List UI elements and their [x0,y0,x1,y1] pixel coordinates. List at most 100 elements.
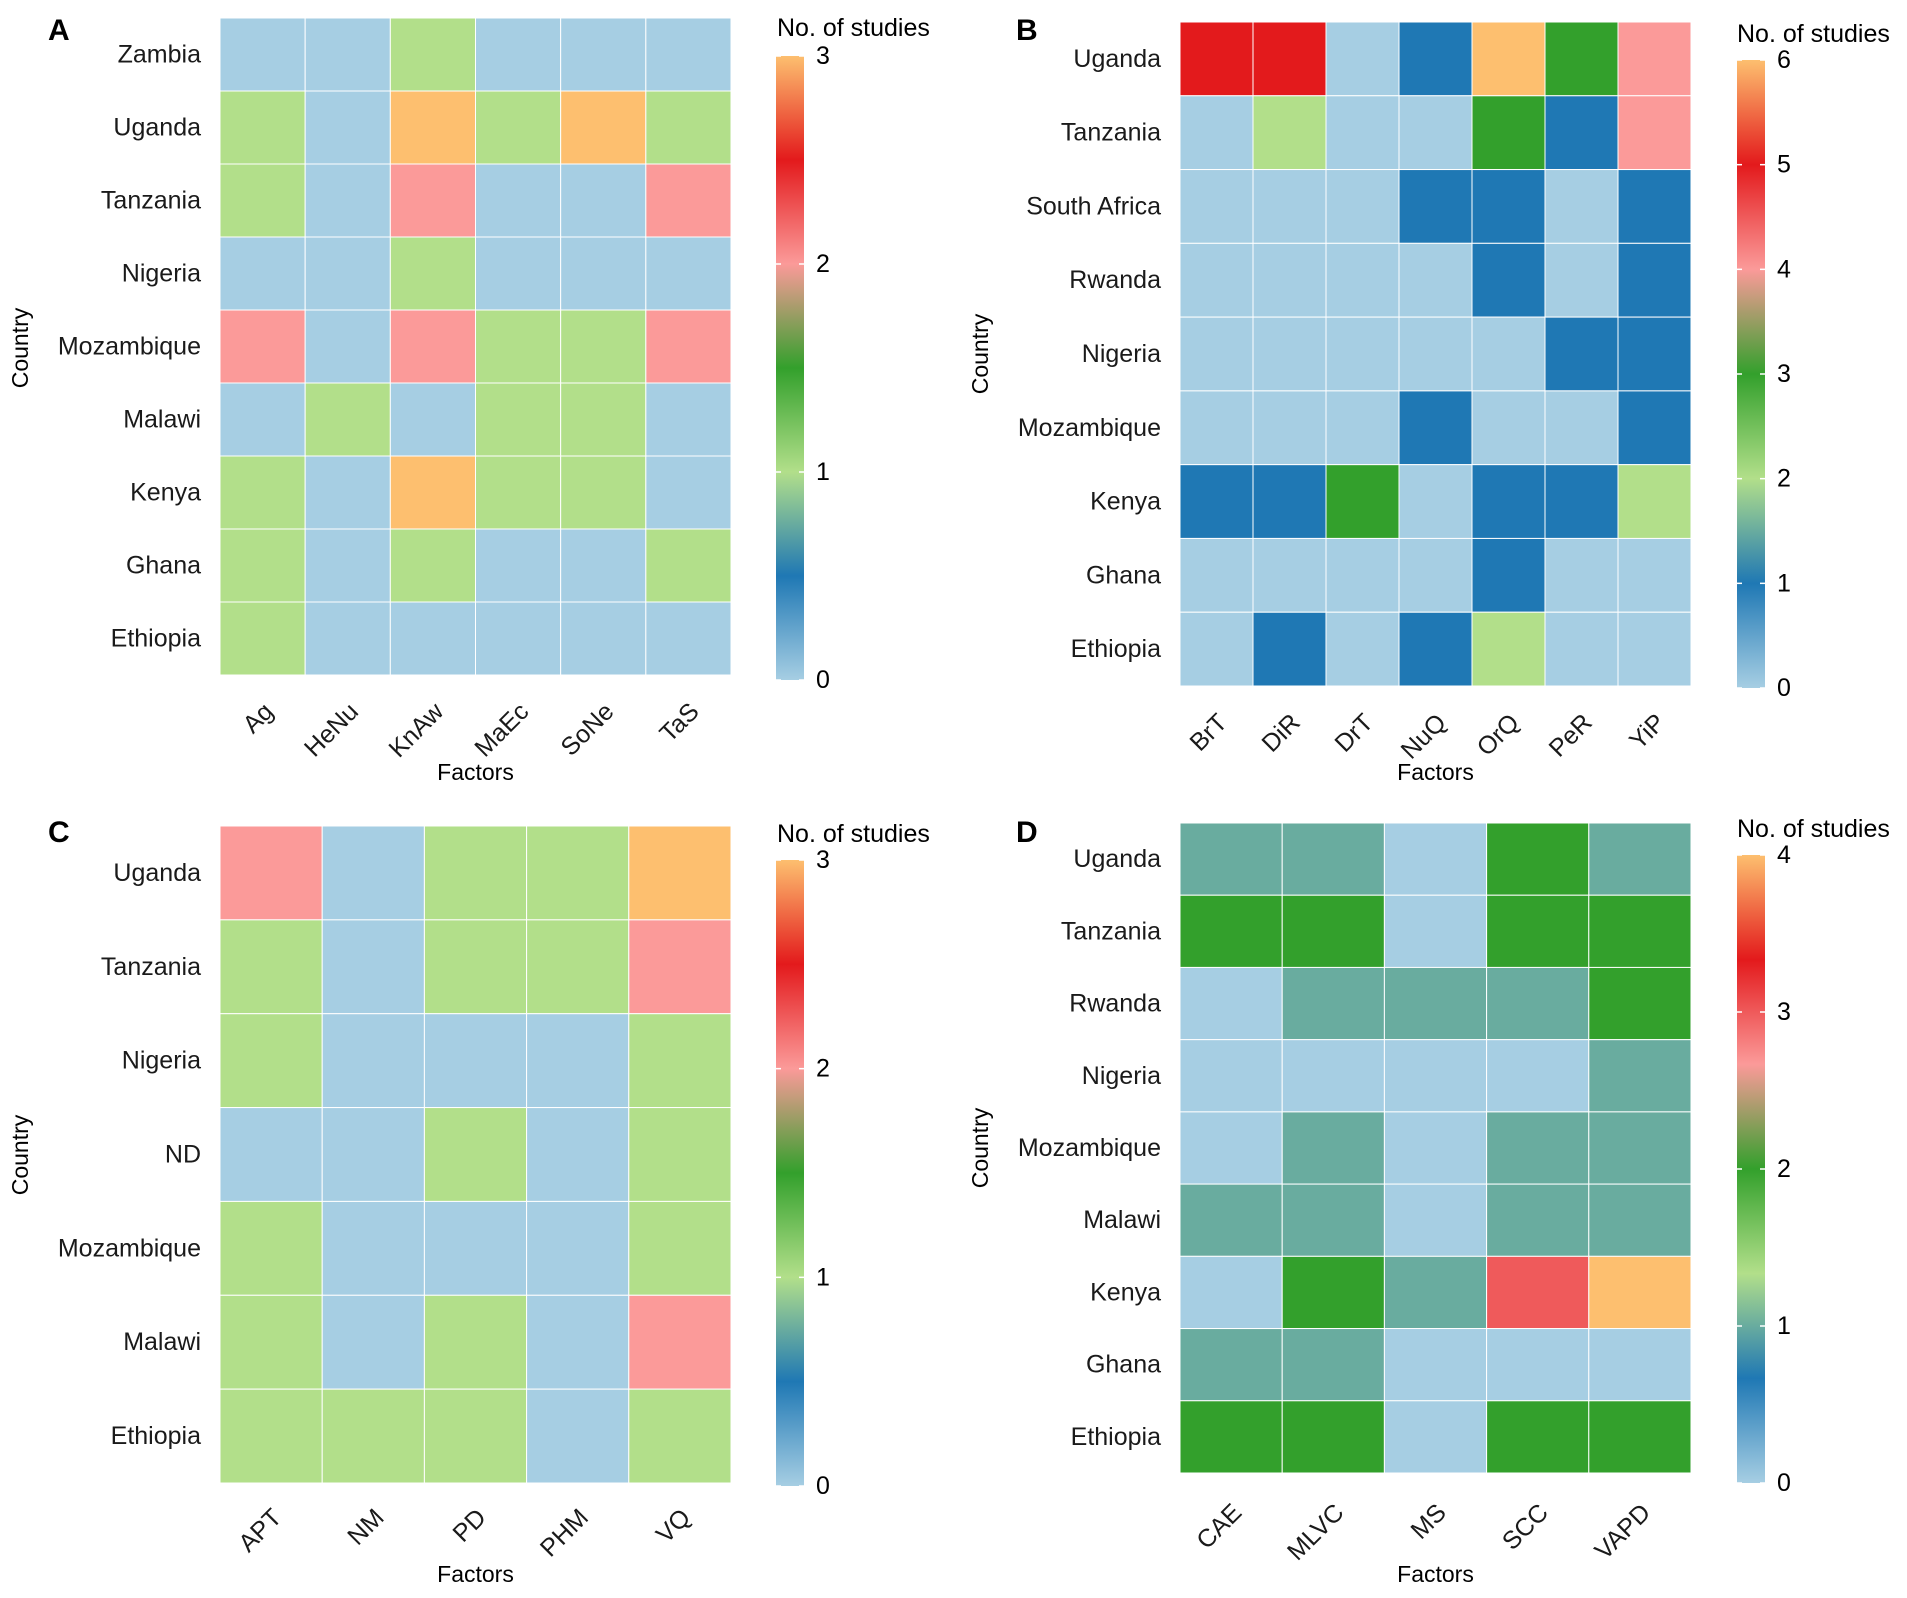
heatmap-cell-c-4-1 [321,1200,425,1296]
heatmap-cell-b-7-1 [1252,537,1327,613]
heatmap-cell-b-8-5 [1544,611,1619,687]
y-tick-label-c-2: Nigeria [122,1047,201,1075]
heatmap-cell-c-3-0 [219,1107,323,1202]
heatmap-cell-b-8-3 [1398,611,1473,687]
heatmap-cell-c-5-0 [219,1294,323,1390]
legend-title-c: No. of studies [777,820,930,848]
heatmap-cell-b-1-5 [1544,95,1619,171]
panel-label-a: A [48,14,70,47]
heatmap-cell-a-2-0 [219,163,306,238]
heatmap-cell-a-0-2 [389,17,477,92]
heatmap-panel-c: C Uganda Tanzania Nigeria ND Mozambique Malawi… [7,816,930,1587]
heatmap-cell-b-5-5 [1544,390,1619,466]
heatmap-cell-d-6-2 [1383,1255,1488,1330]
heatmap-cell-b-6-4 [1471,464,1546,539]
heatmap-cell-b-3-5 [1544,242,1619,318]
heatmap-cell-c-4-0 [219,1200,323,1296]
heatmap-cell-c-6-0 [219,1388,323,1484]
heatmap-cell-d-8-3 [1486,1400,1590,1474]
heatmap-cell-b-0-4 [1471,21,1546,97]
heatmap-cell-d-5-1 [1281,1183,1385,1257]
heatmap-cell-b-0-5 [1544,21,1619,97]
heatmap-cell-d-7-4 [1588,1328,1692,1402]
heatmap-cell-d-8-0 [1179,1400,1283,1474]
heatmap-cell-b-7-4 [1471,537,1546,613]
heatmap-cell-c-1-1 [321,919,425,1015]
heatmap-cell-a-1-0 [219,90,306,165]
heatmap-panel-b: B Uganda Tanzania South Africa Rwanda Nigeria… [967,14,1890,785]
legend-tick-label-c-2: 2 [816,1055,830,1083]
y-tick-label-a-1: Uganda [113,114,201,142]
legend-tick-label-c-3: 3 [816,846,830,874]
heatmap-cell-c-0-2 [423,825,528,921]
legend-tick-label-d-3: 3 [1777,998,1791,1026]
y-tick-label-a-4: Mozambique [58,333,201,361]
heatmap-cell-d-2-2 [1383,966,1488,1041]
y-tick-label-d-0: Uganda [1073,845,1161,873]
heatmap-cell-d-2-3 [1486,966,1590,1041]
heatmap-cell-c-1-3 [526,919,630,1015]
y-tick-label-a-0: Zambia [118,41,201,69]
heatmap-cell-c-4-4 [628,1200,732,1296]
heatmap-cell-d-7-0 [1179,1328,1283,1402]
heatmap-cell-c-0-3 [526,825,630,921]
heatmap-cell-a-5-2 [389,382,477,457]
legend-colorbar-a [776,56,804,680]
heatmap-cell-c-1-2 [423,919,528,1015]
y-tick-label-d-3: Nigeria [1082,1062,1161,1090]
heatmap-cell-c-5-1 [321,1294,425,1390]
y-tick-label-d-5: Malawi [1083,1206,1161,1234]
heatmap-cell-b-4-3 [1398,316,1473,392]
heatmap-cell-a-4-2 [389,309,477,384]
x-axis-title-b: Factors [1397,759,1474,785]
heatmap-cell-c-0-4 [628,825,732,921]
legend-colorbar-c [776,860,804,1486]
heatmap-cell-c-3-4 [628,1107,732,1202]
heatmap-cell-b-4-5 [1544,316,1619,392]
heatmap-cell-c-2-3 [526,1013,630,1109]
heatmap-cell-d-8-4 [1588,1400,1692,1474]
heatmap-cell-c-2-1 [321,1013,425,1109]
panel-label-d: D [1016,816,1038,849]
heatmap-cell-b-4-4 [1471,316,1546,392]
heatmap-cell-d-3-3 [1486,1039,1590,1113]
heatmap-cell-c-6-2 [423,1388,528,1484]
heatmap-cell-d-8-2 [1383,1400,1488,1474]
heatmap-cell-b-6-2 [1325,464,1400,539]
heatmap-cell-b-1-0 [1179,95,1254,171]
y-tick-label-a-5: Malawi [123,406,201,434]
y-tick-label-a-3: Nigeria [122,260,201,288]
heatmap-cell-a-2-4 [560,163,647,238]
x-axis-title-a: Factors [437,759,514,785]
heatmap-cell-a-2-1 [304,163,391,238]
heatmap-cell-a-6-2 [389,455,477,530]
heatmap-cell-d-1-2 [1383,894,1488,968]
heatmap-cell-a-5-3 [475,382,562,457]
heatmap-cell-a-5-4 [560,382,647,457]
legend-tick-label-a-0: 0 [816,666,830,694]
y-tick-label-b-3: Rwanda [1069,266,1161,294]
heatmap-cell-a-0-1 [304,17,391,92]
heatmap-cell-b-7-6 [1617,537,1692,613]
heatmap-cell-d-1-3 [1486,894,1590,968]
x-axis-title-c: Factors [437,1561,514,1587]
heatmap-cell-a-4-1 [304,309,391,384]
legend-tick-label-b-0: 0 [1777,674,1791,702]
heatmap-cell-b-8-6 [1617,611,1692,687]
heatmap-cell-d-0-0 [1179,822,1283,896]
y-tick-label-c-6: Ethiopia [111,1422,201,1450]
heatmap-cell-b-6-1 [1252,464,1327,539]
heatmap-cell-a-6-5 [645,455,732,530]
heatmap-cell-b-5-3 [1398,390,1473,466]
heatmap-cell-a-5-5 [645,382,732,457]
heatmap-cell-d-4-3 [1486,1111,1590,1185]
heatmap-cell-b-2-1 [1252,169,1327,244]
heatmap-cell-d-4-1 [1281,1111,1385,1185]
heatmap-cell-b-3-0 [1179,242,1254,318]
y-axis-title-b: Country [967,313,993,394]
y-tick-label-a-7: Ghana [126,552,201,580]
heatmap-cell-b-7-0 [1179,537,1254,613]
y-tick-label-c-3: ND [165,1141,201,1169]
heatmap-cell-c-6-1 [321,1388,425,1484]
legend-title-b: No. of studies [1737,20,1890,48]
